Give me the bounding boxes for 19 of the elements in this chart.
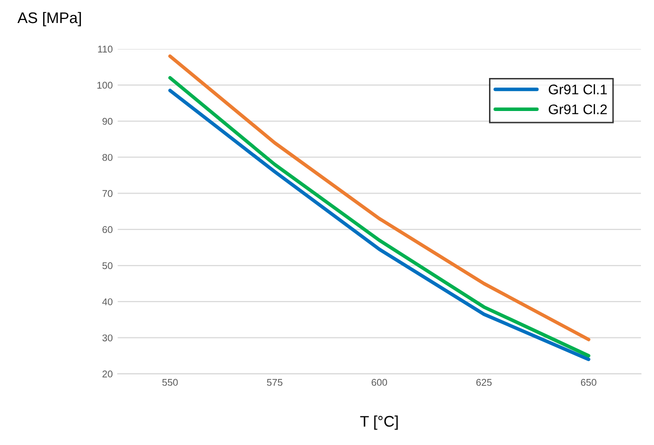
y-tick-label: 80 xyxy=(102,154,112,161)
legend-label: Gr91 Cl.1 xyxy=(548,84,607,94)
y-tick-label: 100 xyxy=(97,82,112,89)
y-tick-label: 20 xyxy=(102,370,112,378)
x-tick-label: 625 xyxy=(476,378,492,386)
y-axis-title: AS [MPa] xyxy=(17,12,81,26)
y-tick-label: 60 xyxy=(102,226,112,234)
x-tick-label: 575 xyxy=(266,379,282,386)
x-axis-title: T [°C] xyxy=(360,416,398,430)
y-tick-label: 110 xyxy=(98,46,112,53)
y-tick-label: 30 xyxy=(102,334,112,342)
y-tick-label: 70 xyxy=(102,190,112,197)
x-tick-label: 550 xyxy=(162,378,178,386)
y-tick-label: 40 xyxy=(102,298,112,306)
y-tick-label: 50 xyxy=(102,262,112,270)
x-tick-label: 650 xyxy=(580,378,596,386)
x-tick-label: 600 xyxy=(372,378,388,386)
y-tick-label: 90 xyxy=(102,118,112,125)
legend-label: Gr91 Cl.2 xyxy=(548,104,607,114)
